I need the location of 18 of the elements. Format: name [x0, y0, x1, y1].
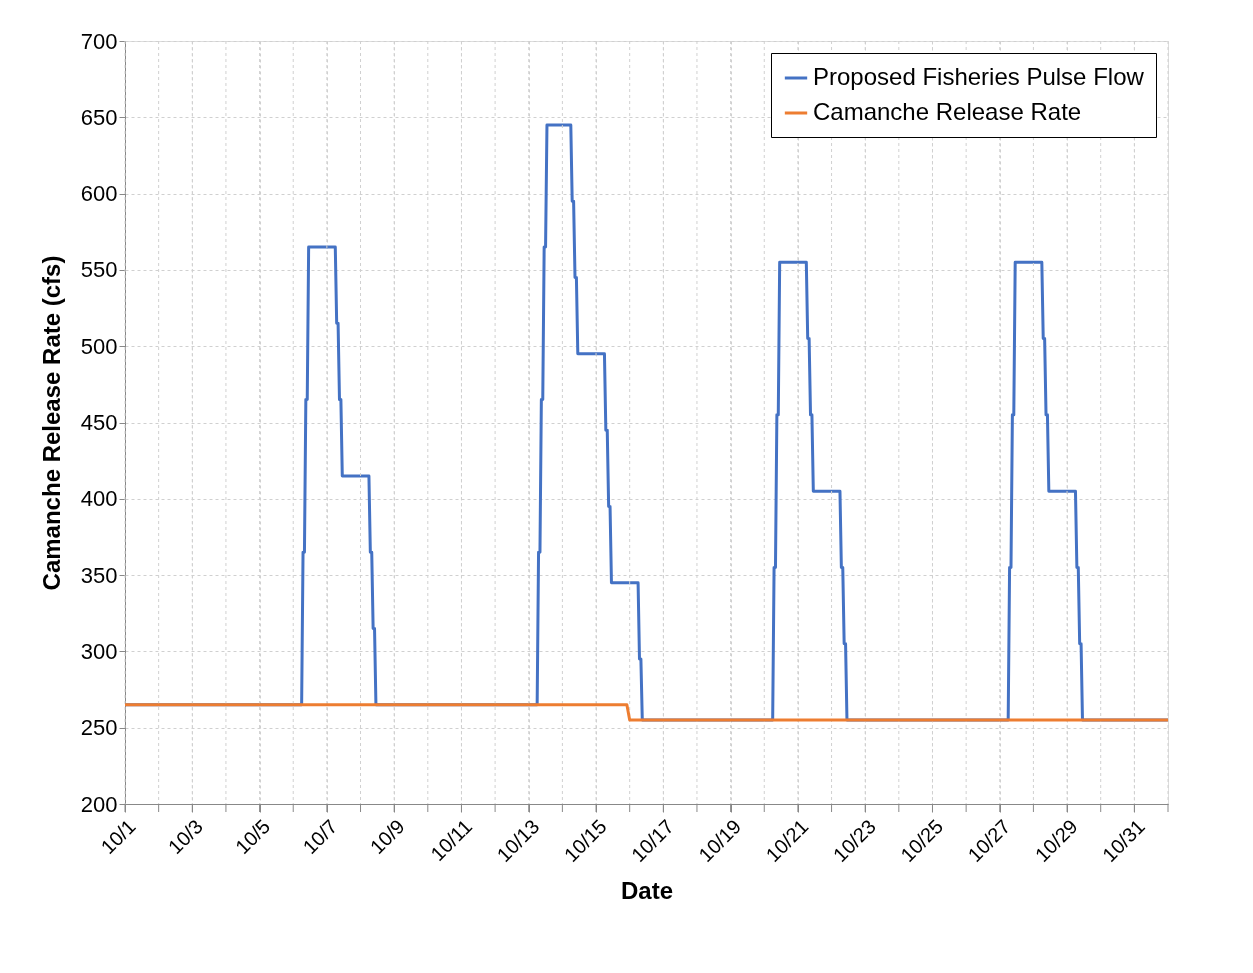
x-tick-label: 10/1 — [96, 815, 140, 859]
y-tick-label: 650 — [80, 104, 118, 130]
y-tick-label: 200 — [80, 791, 118, 817]
y-tick-label: 250 — [80, 715, 118, 741]
x-axis-title: Date — [620, 877, 674, 905]
y-tick-label: 550 — [80, 257, 118, 283]
y-tick-label: 500 — [80, 333, 118, 359]
y-tick-label: 350 — [80, 562, 118, 588]
y-tick-label: 400 — [80, 486, 118, 512]
y-axis-title: Camanche Release Rate (cfs) — [37, 255, 65, 591]
x-tick-label: 10/9 — [365, 815, 409, 859]
y-tick-label: 300 — [80, 638, 118, 664]
y-tick-label: 450 — [80, 410, 118, 435]
legend-label: Proposed Fisheries Pulse Flow — [813, 63, 1145, 90]
x-tick-label: 10/3 — [163, 815, 207, 859]
y-tick-label: 700 — [80, 28, 118, 54]
y-tick-label: 600 — [80, 181, 118, 207]
legend-label: Camanche Release Rate — [813, 98, 1082, 125]
